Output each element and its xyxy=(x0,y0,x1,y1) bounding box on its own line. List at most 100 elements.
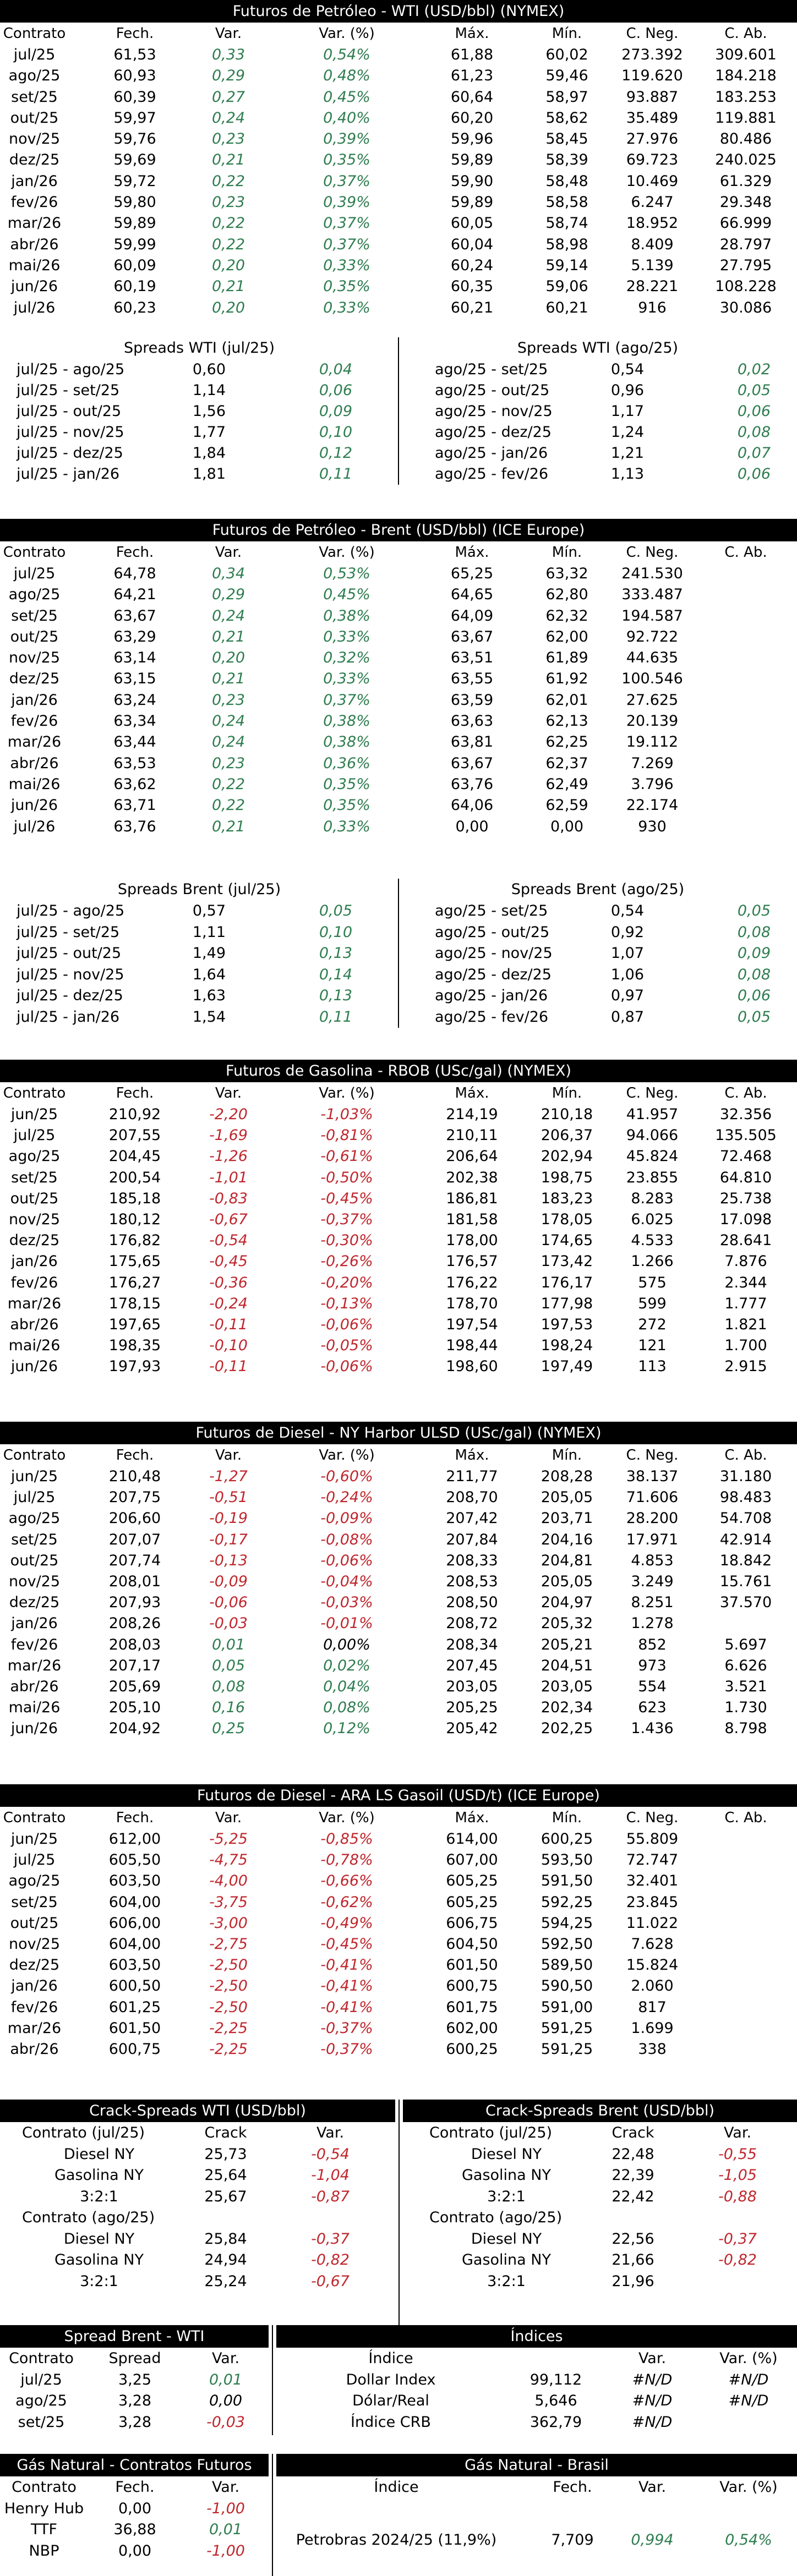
gas-section: Gás Natural - Contratos Futuros Gás Natur… xyxy=(0,2454,797,2576)
crack-group-header: Contrato (ago/25) xyxy=(0,2207,385,2229)
table-cell: dez/25 xyxy=(9,1956,60,1974)
crack-value: 24,94 xyxy=(204,2251,247,2268)
spread-value: 1,11 xyxy=(192,923,226,941)
crack-label: Gasolina NY xyxy=(54,2251,144,2268)
table-row: jun/26 204,92 0,25 0,12% 205,42 202,25 1.436 8.… xyxy=(0,1718,797,1739)
table-cell: 58,48 xyxy=(545,172,588,190)
table-cell: 0,20 xyxy=(211,299,245,316)
spread-var: 0,06 xyxy=(319,382,352,399)
table-cell: 1.266 xyxy=(631,1253,674,1270)
table-cell: 60,21 xyxy=(545,299,588,316)
brent-section: Futuros de Petróleo - Brent (USD/bbl) (I… xyxy=(0,519,797,837)
column-header: Mín. xyxy=(552,25,582,42)
spreads-right-title: Spreads Brent (ago/25) xyxy=(511,881,685,898)
spread-var: 0,07 xyxy=(737,445,771,462)
table-cell: 7.876 xyxy=(724,1253,767,1270)
table-cell: 60,23 xyxy=(113,299,156,316)
crack-label: Diesel NY xyxy=(63,2230,135,2248)
table-cell: 207,17 xyxy=(108,1657,161,1674)
crack-col-header: Crack xyxy=(204,2124,247,2141)
table-row: abr/26 59,99 0,22 0,37% 60,04 58,98 8.409 28.79… xyxy=(0,234,797,255)
spread-var: 0,08 xyxy=(737,424,771,441)
table-cell: 0,54% xyxy=(725,2531,772,2548)
table-cell: 176,22 xyxy=(446,1274,498,1291)
table-cell: 0,34 xyxy=(211,565,245,582)
table-cell: 5.139 xyxy=(631,256,674,274)
table-cell: -0,06% xyxy=(320,1358,373,1375)
table-cell: 0,20 xyxy=(211,256,245,274)
table-cell: jul/26 xyxy=(13,299,56,316)
table-cell: 61,88 xyxy=(450,46,494,63)
table-cell: 0,08% xyxy=(323,1699,370,1717)
table-cell: 28.797 xyxy=(719,235,772,253)
table-cell: 203,71 xyxy=(541,1510,593,1527)
table-cell: 64,78 xyxy=(113,565,156,582)
table-cell: 0,00 xyxy=(209,2392,243,2409)
table-cell: 119.881 xyxy=(715,109,777,127)
table-cell: dez/25 xyxy=(9,1594,60,1612)
table-cell: -0,51 xyxy=(209,1489,248,1506)
table-cell: 0,24 xyxy=(211,607,245,624)
table-row: dez/25 207,93 -0,06 -0,03% 208,50 204,97 8.251… xyxy=(0,1592,797,1613)
table-cell: NBP xyxy=(29,2542,59,2559)
column-header: Contrato xyxy=(12,2479,77,2496)
table-cell: 0,21 xyxy=(211,278,245,295)
table-cell: 240.025 xyxy=(715,151,777,169)
table-cell: 1.730 xyxy=(724,1699,767,1717)
table-cell: 15.761 xyxy=(719,1572,772,1590)
table-cell: out/25 xyxy=(10,109,59,127)
table-cell: 204,45 xyxy=(108,1148,161,1165)
spread-label: jul/25 - set/25 xyxy=(17,382,120,399)
table-cell: 186,81 xyxy=(446,1190,498,1207)
table-cell: 0,21 xyxy=(211,818,245,835)
table-cell: jul/25 xyxy=(13,46,56,63)
table-row: ago/25 206,60 -0,19 -0,09% 207,42 203,71 28.20… xyxy=(0,1508,797,1529)
table-cell: mar/26 xyxy=(7,1295,62,1312)
table-cell: set/25 xyxy=(18,2413,65,2431)
table-cell: 99,112 xyxy=(529,2371,582,2388)
column-header: Var. (%) xyxy=(319,1810,375,1826)
table-cell: 93.887 xyxy=(626,88,679,106)
column-header: Var. xyxy=(215,1447,242,1464)
crack-value: 22,42 xyxy=(612,2188,654,2205)
table-cell: 604,00 xyxy=(108,1935,161,1953)
table-cell: 178,15 xyxy=(108,1295,161,1312)
table-row: fev/26 63,34 0,24 0,38% 63,63 62,13 20.139 xyxy=(0,711,797,732)
spread-var: 0,05 xyxy=(737,1008,771,1026)
wti-header-row: Contrato Fech. Var. Var. (%) Máx. Mín. C. Neg.… xyxy=(0,23,797,45)
column-header: Spread xyxy=(108,2350,161,2367)
table-cell: 205,32 xyxy=(541,1615,593,1632)
table-cell: 198,60 xyxy=(446,1358,498,1375)
column-header: Máx. xyxy=(455,544,489,561)
table-cell: jul/25 xyxy=(13,1851,56,1869)
crack-section: Crack-Spreads WTI (USD/bbl) Crack-Spreads… xyxy=(0,2100,797,2325)
table-cell: -0,30% xyxy=(320,1232,373,1249)
column-header: Fech. xyxy=(116,1085,154,1101)
table-cell: 61,23 xyxy=(450,67,494,85)
table-cell: -0,37% xyxy=(320,1210,373,1228)
table-cell: 176,82 xyxy=(108,1232,161,1249)
table-row: Dollar Index 99,112 #N/D #N/D xyxy=(0,2370,797,2391)
crack-row: Gasolina NY 21,66 -0,82 xyxy=(407,2250,793,2271)
table-cell: 0,37% xyxy=(323,691,370,709)
column-header: Máx. xyxy=(455,1810,489,1826)
table-cell: #N/D xyxy=(632,2392,673,2409)
column-header: Var. (%) xyxy=(319,544,375,561)
table-cell: 80.486 xyxy=(719,130,772,148)
table-cell: 208,34 xyxy=(446,1636,498,1653)
table-cell: out/25 xyxy=(10,628,59,645)
table-cell: 592,50 xyxy=(541,1935,593,1953)
spread-var: 0,13 xyxy=(319,945,352,962)
table-cell: 32.401 xyxy=(626,1872,679,1890)
table-cell: 176,27 xyxy=(108,1274,161,1291)
table-cell: 22.174 xyxy=(626,797,679,814)
table-cell: 20.139 xyxy=(626,712,679,730)
table-row: Índice CRB 362,79 #N/D xyxy=(0,2412,797,2434)
table-row: nov/25 63,14 0,20 0,32% 63,51 61,89 44.635 xyxy=(0,648,797,668)
table-cell: 197,65 xyxy=(108,1316,161,1333)
table-cell: 59,89 xyxy=(113,215,156,232)
brent-header-row: Contrato Fech. Var. Var. (%) Máx. Mín. C. Neg.… xyxy=(0,541,797,563)
table-cell: 0,25 xyxy=(211,1720,245,1738)
table-cell: 207,45 xyxy=(446,1657,498,1674)
table-cell: 63,67 xyxy=(113,607,156,624)
